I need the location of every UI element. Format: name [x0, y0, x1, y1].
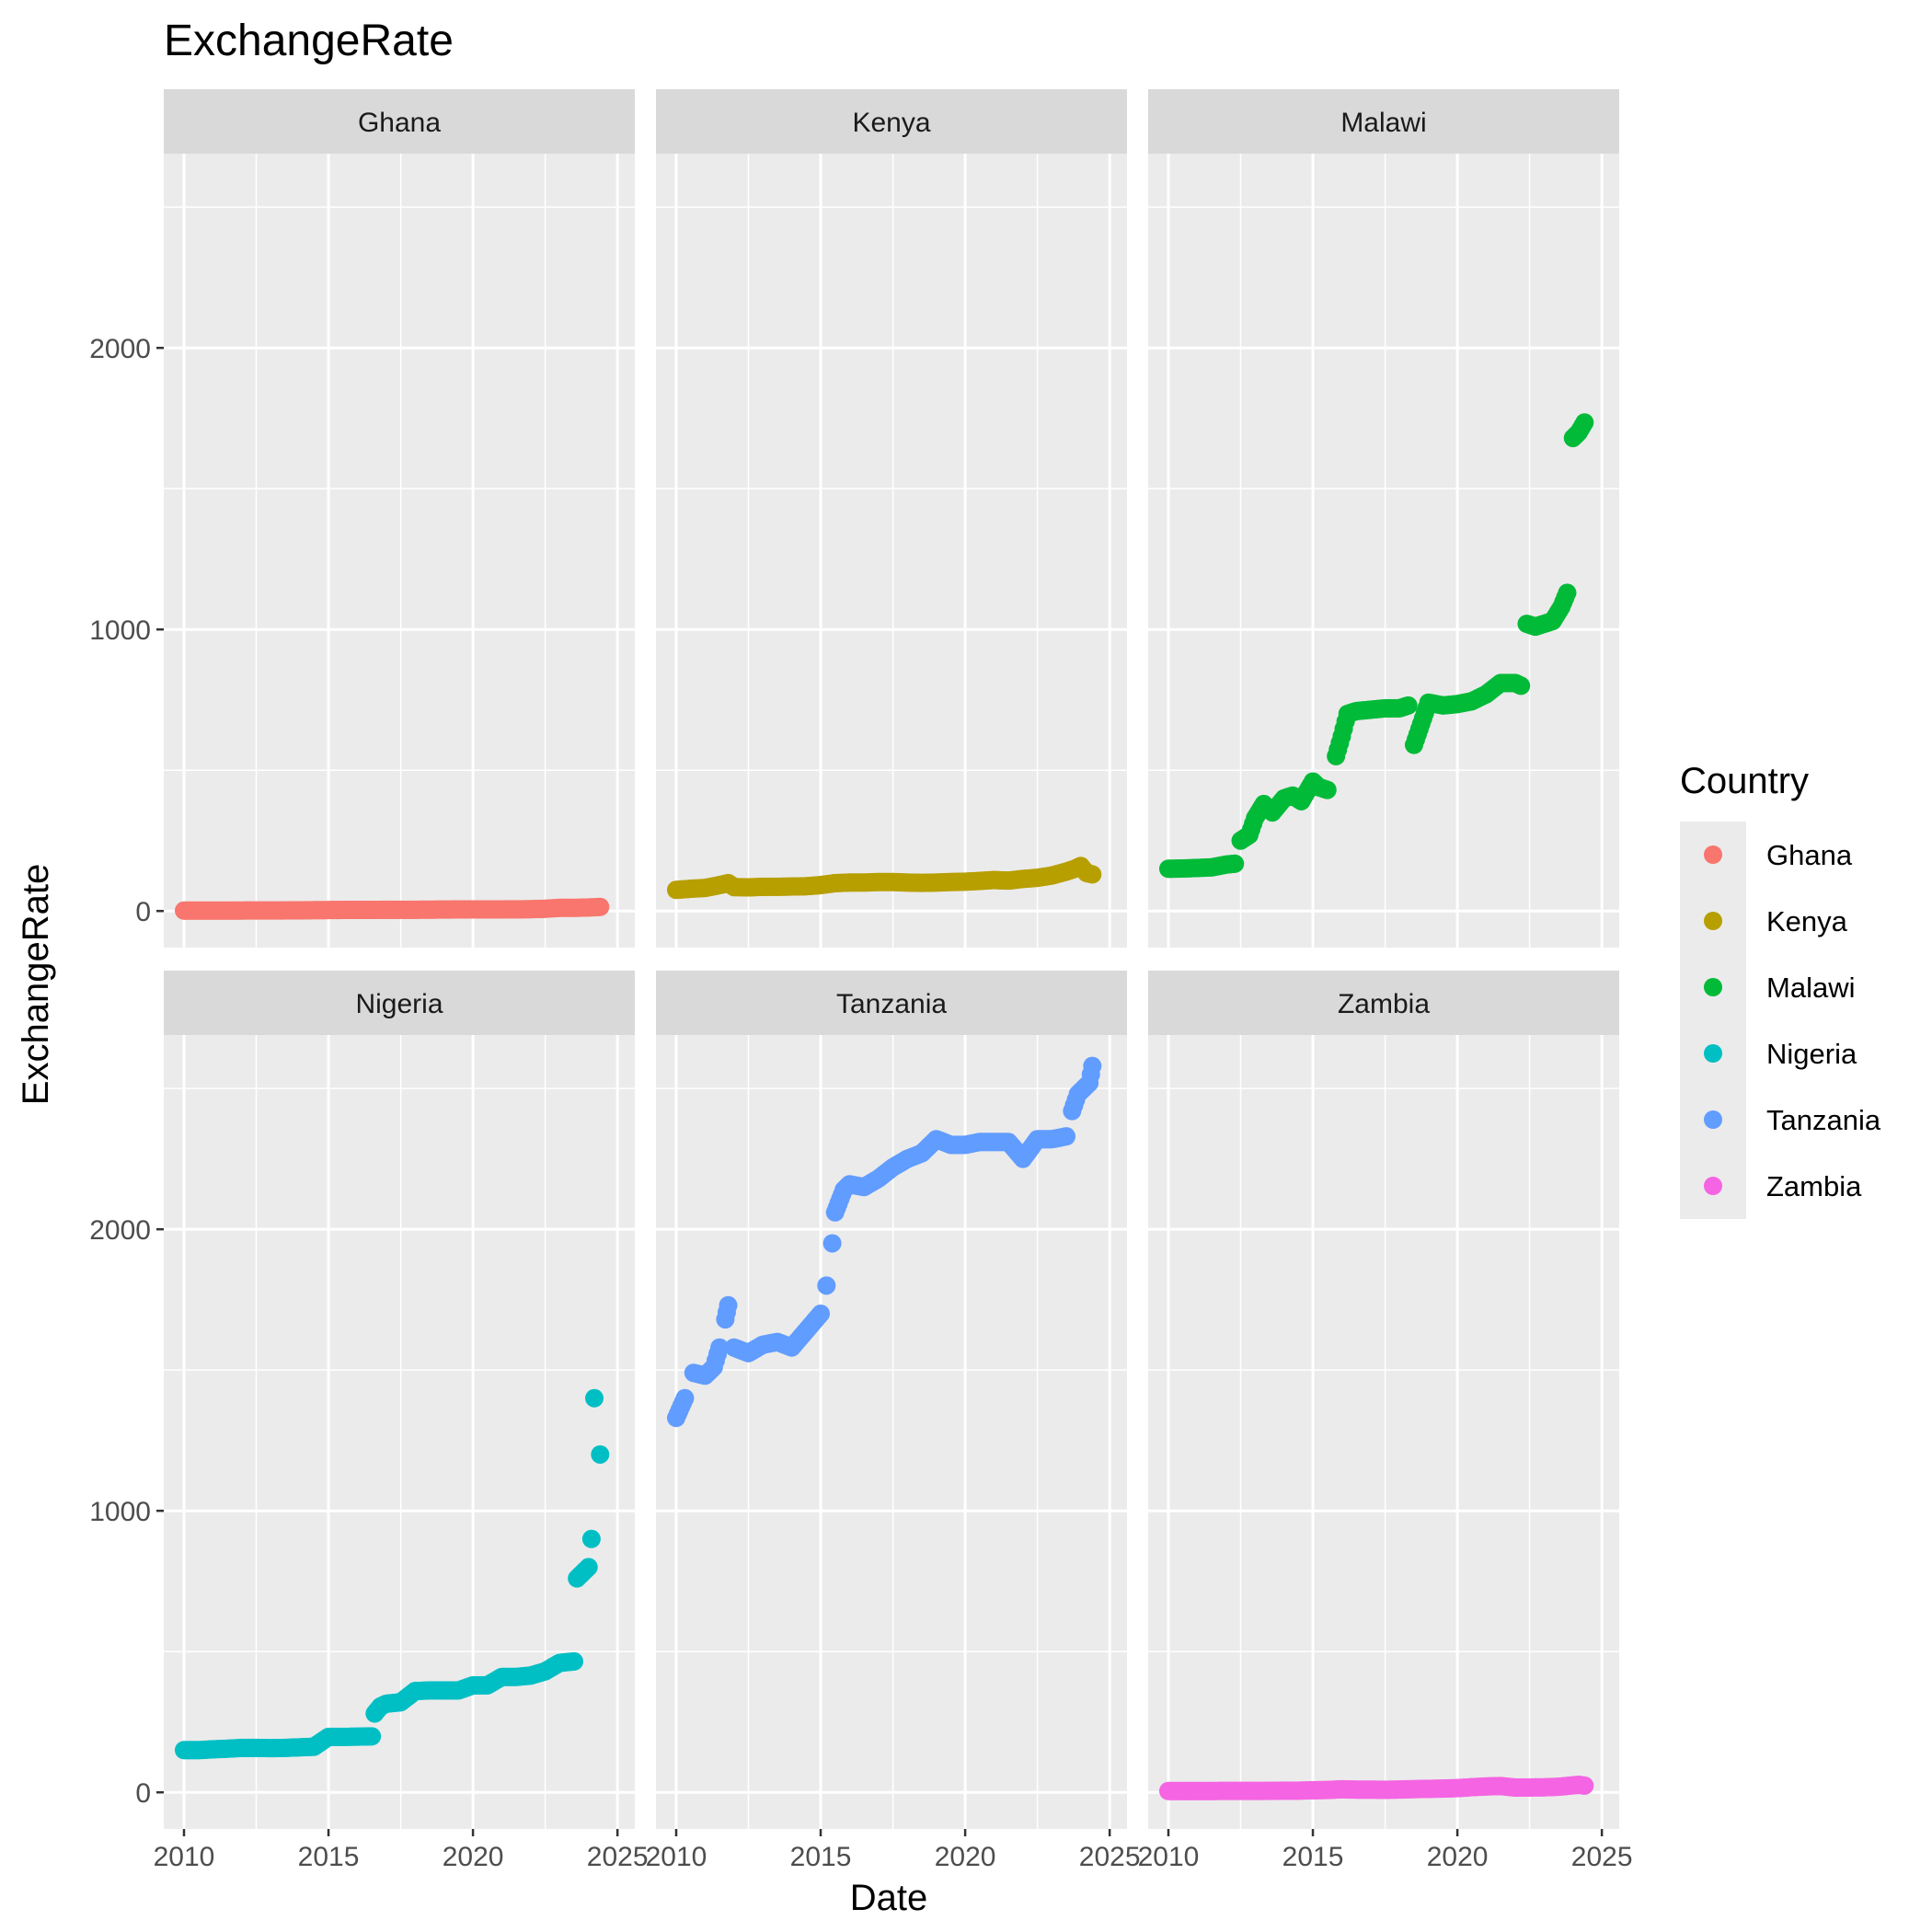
y-tick-label: 2000: [89, 1215, 151, 1246]
y-tick-label: 0: [135, 1778, 151, 1809]
data-point: [591, 897, 610, 916]
chart-title: ExchangeRate: [164, 17, 454, 65]
x-tick-label: 2025: [1571, 1842, 1633, 1872]
facet-tanzania: Tanzania 2010 2015 2020 2025: [646, 971, 1141, 1872]
data-point: [1512, 676, 1531, 696]
x-tick-label: 2015: [298, 1842, 360, 1872]
facet-strip-label: Nigeria: [355, 989, 443, 1019]
x-tick-label: 2025: [1079, 1842, 1141, 1872]
legend-marker: [1704, 1110, 1722, 1129]
x-tick-label: 2025: [587, 1842, 649, 1872]
data-point: [1317, 780, 1337, 799]
legend-marker: [1704, 912, 1722, 930]
y-tick-label: 1000: [89, 1497, 151, 1527]
facet-strip-label: Kenya: [852, 108, 930, 138]
facet-kenya: Kenya: [656, 89, 1127, 948]
panel-background: [1148, 1035, 1619, 1829]
legend-label: Tanzania: [1766, 1104, 1881, 1136]
facet-zambia: Zambia 2010 2015 2020 2025: [1138, 971, 1633, 1872]
legend: Country Ghana Kenya Malawi Nigeria Tanzania Z…: [1680, 761, 1881, 1219]
x-axis-title: Date: [850, 1878, 928, 1918]
data-point: [581, 1529, 601, 1548]
data-point: [362, 1727, 382, 1746]
data-point: [1575, 413, 1594, 432]
data-point: [579, 1558, 598, 1577]
facet-strip: [1148, 971, 1619, 1035]
data-point: [1083, 1056, 1102, 1075]
data-point: [565, 1651, 584, 1671]
facet-panels: Ghana 0 1000 2000 Kenya Malawi Nigeria 0 1000 200…: [89, 89, 1633, 1872]
panel-background: [1148, 154, 1619, 948]
legend-item-malawi: Malawi: [1704, 972, 1855, 1004]
facet-strip-label: Ghana: [358, 108, 441, 138]
facet-nigeria: Nigeria 0 1000 2000 2010 2015 2020 2025: [89, 971, 649, 1872]
legend-marker: [1704, 1044, 1722, 1063]
legend-item-zambia: Zambia: [1704, 1170, 1862, 1202]
legend-label: Kenya: [1766, 905, 1848, 937]
x-tick-label: 2015: [1282, 1842, 1344, 1872]
facet-strip: [164, 971, 635, 1035]
legend-item-kenya: Kenya: [1704, 905, 1848, 937]
data-point: [1558, 583, 1577, 603]
data-point: [710, 1338, 730, 1357]
panel-background: [656, 1035, 1127, 1829]
x-tick-label: 2010: [154, 1842, 215, 1872]
legend-item-tanzania: Tanzania: [1704, 1104, 1881, 1136]
legend-label: Ghana: [1766, 839, 1853, 871]
data-point: [675, 1388, 695, 1408]
x-tick-label: 2020: [1427, 1842, 1489, 1872]
data-point: [1083, 865, 1102, 884]
panel-background: [656, 154, 1127, 948]
data-point: [1057, 1127, 1076, 1146]
facet-strip: [1148, 89, 1619, 154]
facet-malawi: Malawi: [1148, 89, 1619, 948]
x-tick-label: 2020: [443, 1842, 504, 1872]
data-point: [1575, 1776, 1594, 1795]
y-tick-label: 2000: [89, 334, 151, 364]
facet-ghana: Ghana 0 1000 2000: [89, 89, 635, 948]
facet-strip: [164, 89, 635, 154]
facet-strip-label: Malawi: [1340, 108, 1426, 138]
x-tick-label: 2010: [646, 1842, 707, 1872]
facet-strip-label: Tanzania: [836, 989, 947, 1019]
legend-key-background: [1680, 822, 1746, 1219]
legend-marker: [1704, 1177, 1722, 1195]
facet-strip-label: Zambia: [1338, 989, 1430, 1019]
x-tick-label: 2020: [935, 1842, 996, 1872]
legend-marker: [1704, 978, 1722, 996]
data-point: [811, 1304, 831, 1323]
legend-marker: [1704, 845, 1722, 864]
data-point: [585, 1388, 604, 1408]
facet-strip: [656, 971, 1127, 1035]
legend-item-ghana: Ghana: [1704, 839, 1853, 871]
legend-title: Country: [1680, 761, 1809, 801]
legend-item-nigeria: Nigeria: [1704, 1038, 1857, 1070]
y-tick-label: 0: [135, 897, 151, 927]
data-point: [591, 1444, 610, 1464]
x-tick-label: 2015: [790, 1842, 852, 1872]
data-point: [719, 1295, 738, 1315]
panel-background: [164, 154, 635, 948]
x-tick-label: 2010: [1138, 1842, 1200, 1872]
data-point: [822, 1234, 842, 1253]
legend-label: Nigeria: [1766, 1038, 1857, 1070]
legend-label: Malawi: [1766, 972, 1855, 1004]
data-point: [817, 1276, 836, 1295]
legend-label: Zambia: [1766, 1170, 1862, 1202]
data-point: [1225, 854, 1245, 873]
facet-strip: [656, 89, 1127, 154]
data-point: [1398, 696, 1418, 715]
y-axis-title: ExchangeRate: [16, 864, 56, 1105]
y-tick-label: 1000: [89, 615, 151, 646]
